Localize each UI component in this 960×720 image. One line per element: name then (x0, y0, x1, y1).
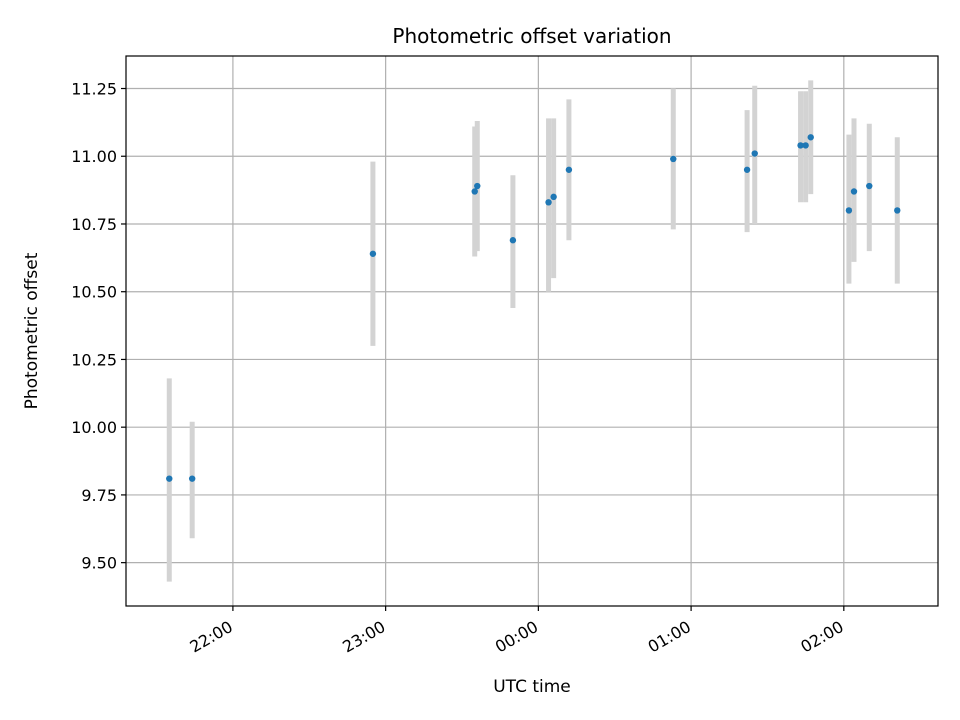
data-point (850, 188, 858, 195)
data-point (845, 207, 853, 214)
data-point (474, 182, 481, 190)
data-point (550, 193, 557, 201)
data-point (166, 475, 173, 482)
y-tick-label: 9.50 (81, 554, 117, 573)
data-point (807, 134, 814, 141)
data-point (471, 188, 478, 195)
data-point (894, 207, 901, 214)
data-point (743, 166, 751, 173)
y-tick-label: 9.75 (81, 486, 117, 505)
y-tick-label: 11.00 (71, 147, 117, 166)
data-point (188, 475, 196, 482)
data-point (866, 182, 873, 190)
y-tick-label: 10.00 (71, 418, 117, 437)
y-axis-label: Photometric offset (22, 252, 42, 409)
data-point (369, 250, 377, 257)
x-axis-label: UTC time (493, 677, 571, 697)
data-point (545, 199, 552, 206)
data-point (751, 150, 758, 157)
point-layer (166, 134, 901, 482)
plot-frame (125, 55, 939, 607)
chart-title: Photometric offset variation (392, 24, 671, 48)
data-point (565, 166, 573, 173)
y-tick-label: 10.50 (71, 283, 117, 302)
y-tick-label: 11.25 (71, 80, 117, 99)
grid-layer (126, 56, 938, 606)
data-point (797, 142, 804, 149)
y-tick-label: 10.25 (71, 350, 117, 369)
data-point (509, 237, 517, 244)
data-point (670, 155, 677, 163)
y-tick-label: 10.75 (71, 215, 117, 234)
data-point (802, 142, 809, 149)
